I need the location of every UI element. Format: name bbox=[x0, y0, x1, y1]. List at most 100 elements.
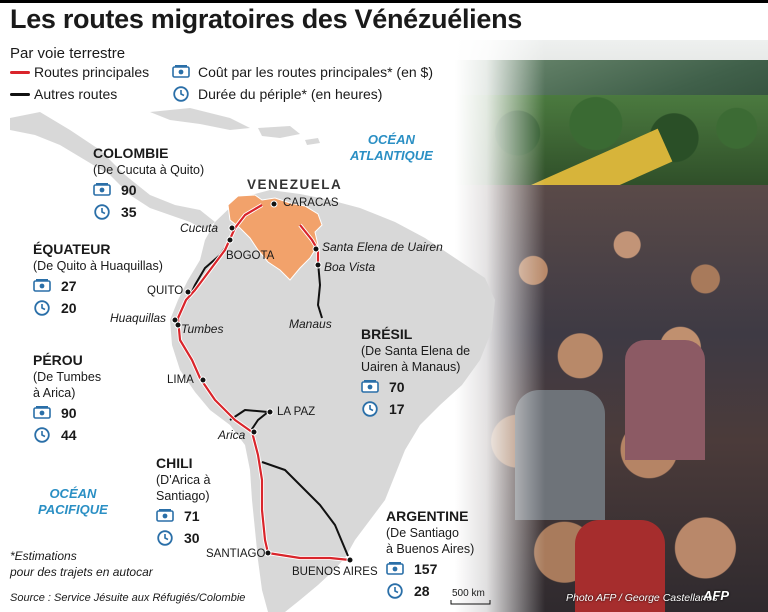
country-route-desc: (De Santa Elena de bbox=[361, 344, 471, 358]
legend-other-routes: Autres routes bbox=[10, 86, 117, 102]
city-santiago: SANTIAGO bbox=[206, 548, 266, 560]
country-route-desc: Santiago) bbox=[156, 489, 210, 503]
caribbean-island bbox=[305, 138, 320, 145]
dot-cucuta bbox=[228, 224, 236, 232]
city-dots bbox=[171, 200, 354, 564]
dot-lima bbox=[199, 376, 207, 384]
duration-value: 44 bbox=[61, 427, 77, 443]
main-route-brazil bbox=[299, 224, 320, 262]
cost-stat: 27 bbox=[33, 276, 163, 296]
duration-stat: 35 bbox=[93, 202, 204, 222]
duration-stat: 28 bbox=[386, 581, 474, 601]
duration-value: 30 bbox=[184, 530, 200, 546]
cost-value: 70 bbox=[389, 379, 405, 395]
city-buenosaires: BUENOS AIRES bbox=[292, 566, 378, 578]
city-boavista: Boa Vista bbox=[324, 260, 376, 274]
clock-icon bbox=[173, 86, 189, 102]
country-equateur: ÉQUATEUR (De Quito à Huaquillas) 27 20 bbox=[33, 241, 163, 318]
city-lima: LIMA bbox=[167, 374, 194, 386]
country-bresil: BRÉSIL (De Santa Elena de Uairen à Manaus)… bbox=[361, 326, 470, 419]
scale-bar bbox=[450, 600, 491, 605]
duration-value: 35 bbox=[121, 204, 137, 220]
money-icon bbox=[156, 509, 174, 522]
dot-santaelena bbox=[312, 245, 320, 253]
dot-buenosaires bbox=[346, 556, 354, 564]
footnote: *Estimations pour des trajets en autocar bbox=[10, 549, 153, 579]
country-colombie: COLOMBIE (De Cucuta à Quito) 90 35 bbox=[93, 145, 204, 222]
country-route-desc: à Buenos Aires) bbox=[386, 542, 475, 556]
dot-boavista bbox=[314, 261, 322, 269]
venezuela-shape bbox=[227, 194, 323, 281]
dot-arica bbox=[250, 428, 258, 436]
city-caracas: CARACAS bbox=[283, 197, 339, 209]
duration-stat: 44 bbox=[33, 425, 101, 445]
duration-stat: 20 bbox=[33, 298, 163, 318]
dot-bogota bbox=[226, 236, 234, 244]
cost-value: 71 bbox=[184, 508, 200, 524]
money-icon bbox=[33, 406, 51, 419]
hispaniola-land bbox=[258, 126, 300, 138]
city-arica: Arica bbox=[218, 428, 246, 442]
dot-santiago bbox=[264, 549, 272, 557]
clock-icon bbox=[34, 300, 50, 316]
money-icon bbox=[386, 562, 404, 575]
country-route-desc: (De Cucuta à Quito) bbox=[93, 163, 205, 177]
photo-credit: Photo AFP / George Castellanos bbox=[566, 592, 718, 604]
cost-value: 157 bbox=[414, 561, 438, 577]
legend-cost: Coût par les routes principales* (en $) bbox=[172, 64, 433, 80]
cost-stat: 71 bbox=[156, 506, 210, 526]
country-route-desc: (D'Arica à bbox=[156, 473, 211, 487]
cost-stat: 90 bbox=[33, 403, 101, 423]
country-chili: CHILI (D'Arica à Santiago) 71 30 bbox=[156, 455, 210, 548]
city-cucuta: Cucuta bbox=[180, 221, 219, 235]
page-title: Les routes migratoires des Vénézuéliens bbox=[10, 4, 522, 34]
duration-stat: 30 bbox=[156, 528, 210, 548]
country-name: CHILI bbox=[156, 455, 193, 471]
source-text: Source : Service Jésuite aux Réfugiés/Co… bbox=[10, 592, 246, 604]
scale-label: 500 km bbox=[452, 588, 485, 599]
city-huaquillas: Huaquillas bbox=[110, 311, 167, 325]
ocean-pacific: OCÉAN PACIFIQUE bbox=[38, 486, 108, 517]
city-bogota: BOGOTA bbox=[226, 250, 275, 262]
country-name: ARGENTINE bbox=[386, 508, 469, 524]
country-name: BRÉSIL bbox=[361, 326, 413, 342]
dot-lapaz bbox=[266, 408, 274, 416]
country-name: COLOMBIE bbox=[93, 145, 169, 161]
money-icon bbox=[361, 380, 379, 393]
city-tumbes: Tumbes bbox=[181, 322, 224, 336]
central-america-land bbox=[10, 112, 215, 230]
ocean-atlantic: OCÉAN ATLANTIQUE bbox=[350, 132, 433, 163]
country-route-desc: (De Quito à Huaquillas) bbox=[33, 259, 163, 273]
cost-stat: 90 bbox=[93, 180, 204, 200]
money-icon bbox=[93, 183, 111, 196]
cuba-land bbox=[150, 108, 250, 130]
dot-huaquillas bbox=[171, 316, 179, 324]
venezuela-label: VENEZUELA bbox=[247, 177, 343, 192]
dot-tumbes bbox=[174, 321, 182, 329]
duration-value: 20 bbox=[61, 300, 77, 316]
red-line-swatch bbox=[10, 70, 30, 74]
afp-logo: AFP bbox=[703, 588, 729, 603]
clock-icon bbox=[34, 427, 50, 443]
legend-main-routes: Routes principales bbox=[10, 64, 149, 80]
duration-value: 28 bbox=[414, 583, 430, 599]
cost-value: 90 bbox=[61, 405, 77, 421]
money-icon bbox=[33, 279, 51, 292]
crowd-photo bbox=[455, 40, 768, 612]
dot-quito bbox=[184, 288, 192, 296]
duration-value: 17 bbox=[389, 401, 405, 417]
route-arica-lapaz bbox=[249, 411, 269, 433]
cost-value: 90 bbox=[121, 182, 137, 198]
clock-icon bbox=[157, 530, 173, 546]
route-boavista-manaus bbox=[317, 261, 323, 319]
city-manaus: Manaus bbox=[289, 317, 332, 331]
country-route-desc: à Arica) bbox=[33, 386, 76, 400]
duration-stat: 17 bbox=[361, 399, 470, 419]
country-name: ÉQUATEUR bbox=[33, 241, 111, 257]
dot-caracas bbox=[270, 200, 278, 208]
money-icon bbox=[172, 65, 190, 78]
country-route-desc: Uairen à Manaus) bbox=[361, 360, 461, 374]
city-lapaz: LA PAZ bbox=[277, 406, 316, 418]
